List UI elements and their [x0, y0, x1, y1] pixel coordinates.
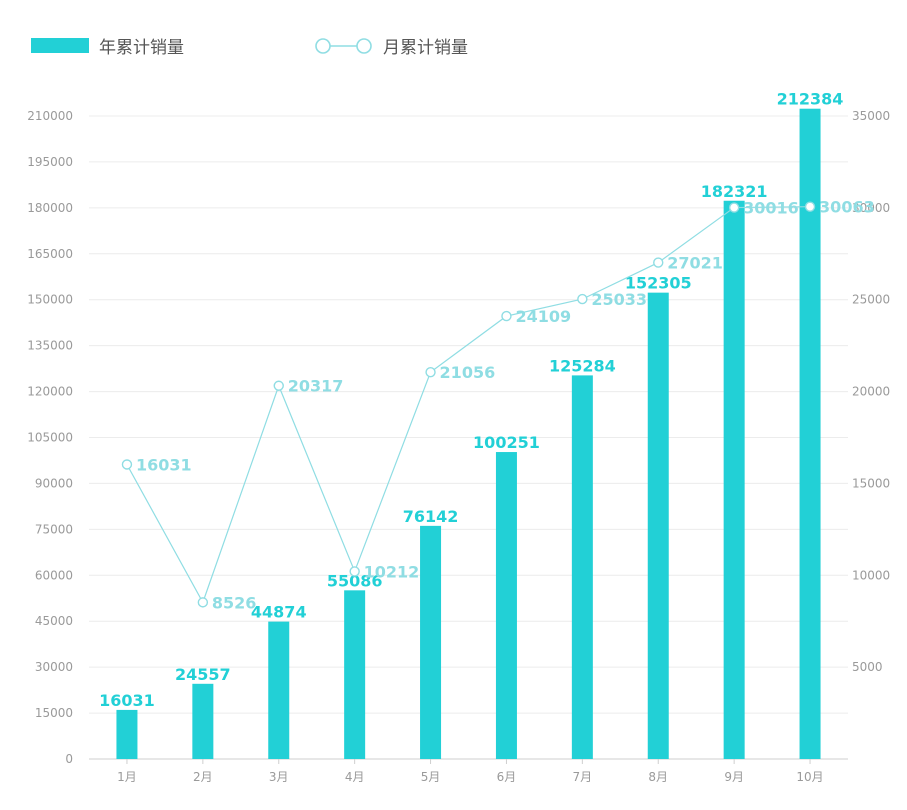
- bar: [420, 525, 442, 759]
- x-tick-label: 8月: [648, 770, 668, 784]
- line-value-label: 25033: [591, 290, 647, 309]
- line-point: [728, 202, 740, 213]
- bar: [571, 375, 593, 759]
- left-tick-label: 195000: [27, 155, 73, 169]
- grid-lines: [89, 115, 848, 760]
- bar-data-labels: 16031 24557 44874 55086 76142 100251 125284 152…: [99, 90, 843, 710]
- right-tick-label: 30000: [852, 201, 890, 215]
- bar-value-label: 24557: [175, 665, 231, 684]
- left-tick-label: 60000: [35, 568, 73, 582]
- bar: [192, 683, 214, 759]
- x-tick-label: 1月: [117, 770, 137, 784]
- bar: [268, 621, 290, 759]
- left-tick-label: 180000: [27, 201, 73, 215]
- x-tick-label: 2月: [193, 770, 213, 784]
- bar: [723, 200, 745, 759]
- line-value-label: 30016: [743, 199, 799, 218]
- bar-value-label: 212384: [777, 90, 844, 109]
- bar-value-label: 16031: [99, 691, 155, 710]
- left-tick-label: 150000: [27, 293, 73, 307]
- bar: [647, 292, 669, 759]
- bar-value-label: 152305: [625, 274, 692, 293]
- x-tick-label: 3月: [269, 770, 289, 784]
- left-tick-label: 90000: [35, 476, 73, 490]
- left-tick-label: 15000: [35, 706, 73, 720]
- line-path: [126, 206, 811, 604]
- line-point: [197, 597, 209, 608]
- line-point: [121, 459, 133, 470]
- x-tick-label: 9月: [724, 770, 744, 784]
- line-value-label: 24109: [515, 307, 571, 326]
- bar-series: [116, 108, 821, 759]
- bar: [344, 590, 366, 759]
- line-value-label: 20317: [288, 377, 344, 396]
- line-point: [425, 366, 436, 378]
- left-tick-label: 45000: [35, 614, 73, 628]
- legend-line-marker-left: [315, 38, 331, 54]
- line-value-label: 16031: [136, 455, 192, 474]
- line-point: [804, 201, 816, 212]
- line-value-label: 27021: [667, 254, 723, 273]
- left-tick-label: 30000: [35, 660, 73, 674]
- right-axis: 5000 10000 15000 20000 25000 30000 35000: [852, 109, 890, 674]
- left-tick-label: 165000: [27, 247, 73, 261]
- line-point: [653, 257, 664, 268]
- line-series: [121, 201, 816, 608]
- x-tick-label: 10月: [796, 770, 823, 784]
- left-tick-label: 105000: [27, 431, 73, 445]
- line-value-label: 30063: [819, 198, 875, 217]
- line-value-label: 21056: [440, 363, 496, 382]
- legend-line-marker-right: [356, 38, 372, 54]
- bar-value-label: 44874: [251, 603, 307, 622]
- line-data-labels: 16031 8526 20317 10212 21056 24109 25033 27021 3…: [136, 198, 875, 613]
- right-tick-label: 5000: [852, 660, 883, 674]
- bar-value-label: 55086: [327, 571, 383, 590]
- bar: [495, 452, 517, 759]
- x-tick-label: 4月: [345, 770, 365, 784]
- line-value-label: 8526: [212, 593, 257, 612]
- x-tick-label: 7月: [573, 770, 593, 784]
- right-tick-label: 15000: [852, 476, 890, 490]
- right-tick-label: 35000: [852, 109, 890, 123]
- bar: [799, 108, 821, 759]
- legend-line-label: 月累计销量: [383, 38, 468, 58]
- line-value-label: 10212: [364, 562, 420, 581]
- bar-value-label: 125284: [549, 356, 616, 375]
- x-axis: 1月 2月 3月 4月 5月 6月 7月 8月 9月 10月: [117, 759, 824, 784]
- line-point: [501, 310, 512, 322]
- left-tick-label: 135000: [27, 339, 73, 353]
- legend-bar-swatch: [31, 38, 89, 53]
- bar-value-label: 76142: [403, 507, 459, 526]
- left-tick-label: 210000: [27, 109, 73, 123]
- line-point: [349, 566, 360, 577]
- bar-value-label: 100251: [473, 433, 540, 452]
- x-tick-label: 6月: [497, 770, 517, 784]
- right-tick-label: 25000: [852, 293, 890, 307]
- right-tick-label: 10000: [852, 568, 890, 582]
- legend-bar-label: 年累计销量: [99, 38, 184, 58]
- left-tick-label: 75000: [35, 522, 73, 536]
- left-tick-label: 120000: [27, 385, 73, 399]
- right-tick-label: 20000: [852, 385, 890, 399]
- x-tick-label: 5月: [421, 770, 441, 784]
- left-axis: 0 15000 30000 45000 60000 75000 90000 105000 120…: [27, 109, 73, 766]
- line-point: [273, 380, 284, 391]
- legend: 年累计销量 月累计销量: [31, 38, 468, 58]
- bar-value-label: 182321: [701, 182, 768, 201]
- left-tick-label: 0: [65, 752, 73, 766]
- line-point: [577, 293, 588, 305]
- bar: [116, 709, 138, 759]
